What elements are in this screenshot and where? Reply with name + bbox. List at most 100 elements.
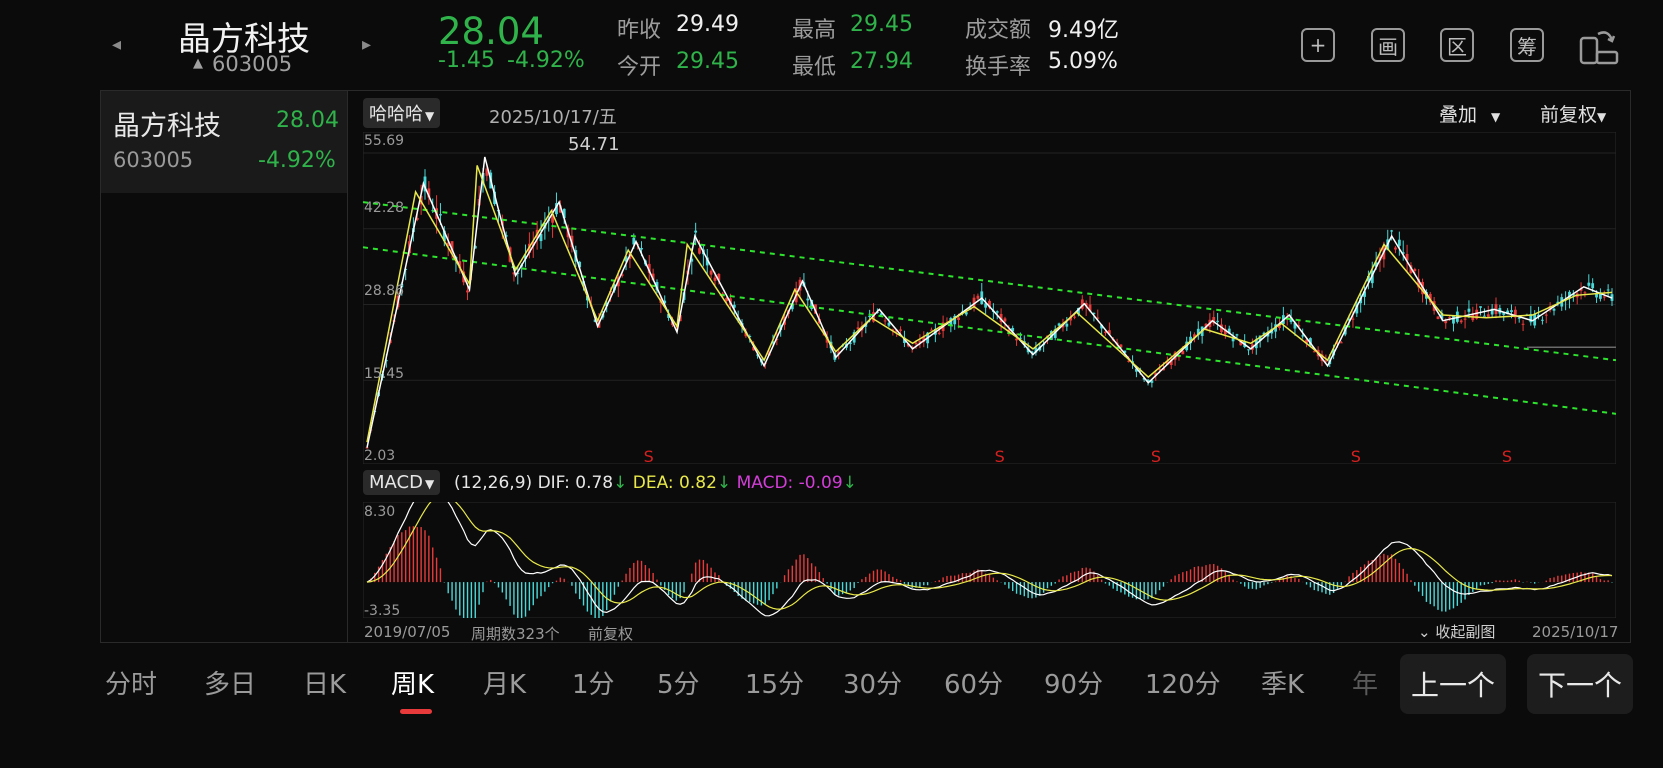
candle-body	[1568, 291, 1571, 299]
candle-body	[458, 261, 462, 269]
candle-body	[1517, 317, 1521, 319]
channel-lower-line	[363, 246, 1616, 415]
candle-body	[736, 317, 740, 321]
down-arrow-icon: ↓	[716, 473, 732, 493]
chip-distribution-button[interactable]: 筹	[1510, 28, 1544, 62]
macd-dif: DIF: 0.78	[537, 473, 614, 493]
next-button[interactable]: 下一个	[1527, 654, 1633, 714]
candle-body	[1467, 308, 1471, 312]
tab-15min[interactable]: 15分	[745, 670, 805, 700]
tab-monthly[interactable]: 月K	[483, 670, 527, 700]
tab-60min[interactable]: 60分	[944, 670, 1004, 700]
candle-body	[1026, 348, 1030, 353]
candle-body	[423, 176, 427, 192]
tab-yearly[interactable]: 年	[1352, 670, 1379, 700]
tab-quarterly[interactable]: 季K	[1261, 670, 1305, 700]
candle-body	[1602, 296, 1606, 298]
candle-body	[1119, 344, 1123, 348]
indicator-selector[interactable]: 哈哈哈 ▼	[363, 98, 441, 128]
macd-chart[interactable]	[363, 502, 1616, 618]
candle-body	[1312, 351, 1316, 353]
candle-body	[930, 329, 933, 331]
candle-body	[1521, 323, 1525, 325]
candle-body	[1363, 291, 1366, 297]
stock-name: 晶方科技	[178, 19, 310, 58]
candle-body	[1150, 380, 1154, 383]
prev-stock-arrow-icon[interactable]: ◂	[112, 34, 122, 55]
candle-body	[1196, 328, 1200, 336]
candle-body	[1135, 368, 1138, 372]
candle-body	[887, 322, 891, 326]
candle-body	[1080, 299, 1084, 309]
candle-body	[446, 242, 450, 247]
candle-body	[1374, 262, 1378, 267]
sell-marker: S	[1351, 447, 1361, 464]
candle-body	[1405, 253, 1409, 261]
candle-body	[721, 293, 725, 295]
candle-body	[620, 274, 624, 276]
rotate-screen-icon[interactable]	[1578, 26, 1620, 70]
candle-body	[891, 329, 895, 331]
candle-body	[1475, 309, 1479, 319]
candle-body	[1397, 239, 1401, 246]
chevron-down-icon: ▼	[1597, 110, 1607, 124]
price-change-pct: -4.92%	[507, 48, 585, 73]
candle-body	[1448, 317, 1452, 319]
quote-label-low: 最低	[792, 55, 837, 80]
candle-body	[1548, 306, 1552, 311]
add-watchlist-button[interactable]: +	[1301, 28, 1335, 62]
tab-5min[interactable]: 5分	[657, 670, 700, 700]
tab-daily[interactable]: 日K	[303, 670, 347, 700]
candle-body	[748, 335, 752, 337]
range-stats-button[interactable]: 区	[1440, 28, 1474, 62]
candle-body	[732, 304, 736, 308]
tab-weekly[interactable]: 周K	[391, 670, 435, 700]
candle-body	[1455, 311, 1459, 322]
prev-button[interactable]: 上一个	[1400, 654, 1506, 714]
macd-bar-value: MACD: -0.09	[736, 473, 843, 493]
macd-dif-line	[366, 502, 1613, 617]
candle-body	[1247, 349, 1250, 351]
candle-body	[690, 258, 694, 262]
candle-body	[1181, 350, 1185, 355]
overlay-selector[interactable]: 叠加 ▼	[1439, 100, 1500, 127]
quote-label-turnover-rate: 换手率	[965, 55, 1032, 80]
candle-body	[365, 447, 369, 449]
candle-body	[976, 295, 980, 299]
collapse-subchart-button[interactable]: ⌄ 收起副图	[1418, 621, 1495, 642]
selected-stock-card[interactable]	[101, 91, 347, 193]
stock-code: 603005	[212, 52, 293, 76]
candle-body	[504, 235, 508, 237]
down-arrow-icon: ↓	[842, 473, 857, 493]
tab-1min[interactable]: 1分	[572, 670, 615, 700]
candle-body	[1529, 314, 1533, 323]
macd-values: (12,26,9) DIF: 0.78↓ DEA: 0.82↓ MACD: -0…	[454, 473, 857, 493]
candle-body	[1394, 247, 1397, 250]
kline-chart[interactable]: SSSSSS	[363, 132, 1616, 464]
tab-intraday[interactable]: 分时	[105, 670, 158, 700]
tab-120min[interactable]: 120分	[1145, 670, 1221, 700]
candle-body	[1324, 360, 1328, 362]
tab-90min[interactable]: 90分	[1044, 670, 1104, 700]
candle-body	[698, 248, 701, 254]
candle-body	[922, 336, 926, 342]
candle-body	[427, 188, 431, 198]
candle-body	[1053, 329, 1057, 338]
quote-value-turnover-rate: 5.09%	[1048, 49, 1118, 74]
active-tab-indicator	[400, 709, 432, 714]
candle-body	[1227, 328, 1231, 334]
macd-selector[interactable]: MACD ▼	[363, 470, 441, 495]
candle-body	[647, 263, 651, 273]
draw-tool-button[interactable]: 画	[1371, 28, 1405, 62]
tab-30min[interactable]: 30分	[843, 670, 903, 700]
candle-body	[937, 332, 941, 335]
adjust-label: 前复权	[1540, 104, 1598, 126]
quote-value-open: 29.45	[676, 49, 739, 74]
tab-multi-day[interactable]: 多日	[204, 670, 257, 700]
candle-body	[1336, 343, 1339, 345]
candle-body	[1262, 332, 1266, 335]
adjust-selector[interactable]: 前复权▼	[1540, 100, 1606, 127]
next-stock-arrow-icon[interactable]: ▸	[362, 34, 372, 55]
candle-body	[1235, 334, 1239, 336]
side-stock-name: 晶方科技	[113, 111, 221, 142]
